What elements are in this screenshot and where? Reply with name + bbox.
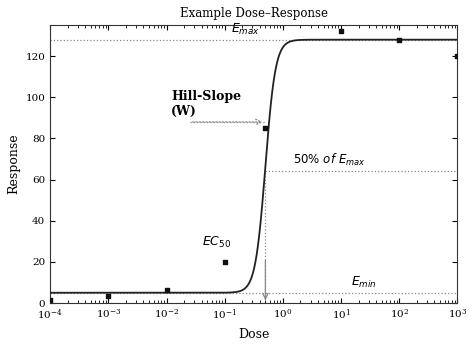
Point [454, 53, 461, 59]
Point [395, 37, 403, 42]
Text: $50\%\ of\ E_{max}$: $50\%\ of\ E_{max}$ [293, 152, 365, 168]
Point [105, 293, 112, 299]
Point [262, 125, 269, 131]
Text: Hill-Slope
(W): Hill-Slope (W) [171, 90, 241, 118]
X-axis label: Dose: Dose [238, 328, 270, 341]
Text: $E_{min}$: $E_{min}$ [351, 275, 377, 290]
Title: Example Dose–Response: Example Dose–Response [180, 7, 328, 20]
Point [46, 297, 54, 303]
Text: $EC_{50}$: $EC_{50}$ [201, 235, 231, 250]
Text: $E_{max}$: $E_{max}$ [231, 22, 260, 37]
Point [163, 287, 170, 292]
Point [337, 29, 345, 34]
Point [221, 259, 228, 265]
Y-axis label: Response: Response [7, 134, 20, 195]
